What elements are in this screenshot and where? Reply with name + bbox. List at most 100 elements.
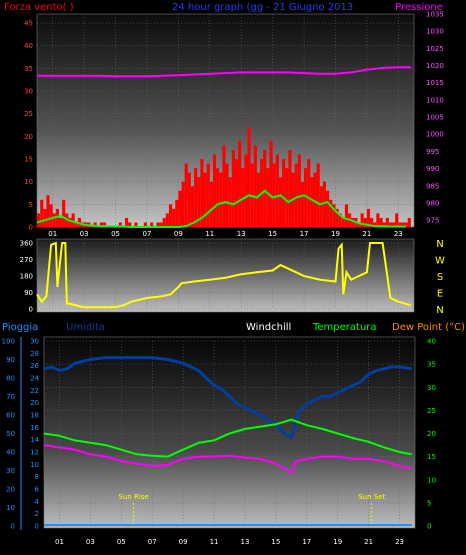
humidity-y-tick: 24 (30, 375, 39, 383)
wind-gust-bar (307, 159, 311, 227)
compass-label: N (436, 239, 443, 250)
wind-gust-bar (363, 217, 367, 227)
wind-gust-bar (319, 186, 323, 227)
chart-title: 24 hour graph (gg - 21 Giugno 2013 (172, 2, 353, 13)
wind-gust-bar (40, 199, 44, 227)
pressure-y-tick: 980 (426, 199, 439, 207)
humidity-y-tick: 2 (35, 510, 39, 518)
wind-gust-bar (172, 208, 176, 227)
wind-gust-bar (156, 222, 160, 227)
wind-gust-bar (275, 154, 279, 227)
wind-gust-bar (143, 222, 147, 227)
legend-umidita: Umidita (66, 322, 105, 333)
temp-time-x-tick: 15 (271, 538, 280, 546)
sun-marker-label: Sun Rise (119, 493, 149, 501)
humidity-y-tick: 4 (35, 498, 40, 506)
wind-average-line (36, 189, 407, 228)
wind-y-tick: 0 (29, 224, 33, 232)
direction-y-tick: 360 (20, 240, 33, 248)
rain-y-tick: 0 (11, 523, 15, 531)
rain-y-tick: 100 (2, 338, 15, 346)
pressure-axis-label: Pressione (395, 2, 443, 13)
wind-gust-bar (102, 222, 107, 227)
humidity-y-tick: 20 (30, 399, 39, 407)
wind-y-tick: 10 (24, 178, 33, 186)
humidity-y-tick: 22 (30, 387, 39, 395)
compass-label: N (436, 305, 443, 316)
wind-gust-bar (62, 199, 66, 227)
wind-axis-label: Forza vento( ) (4, 2, 74, 13)
temperature-y-tick: 35 (427, 361, 436, 369)
wind-gust-bar (288, 149, 292, 227)
wind-gust-bar (71, 213, 75, 227)
wind-gust-bar (335, 208, 339, 227)
wind-gust-bar (134, 222, 138, 227)
pressure-y-tick: 1025 (426, 45, 444, 53)
wind-gust-bar (357, 222, 361, 227)
wind-gust-bar (294, 163, 298, 227)
wind-gust-bar (316, 163, 320, 227)
pressure-y-tick: 990 (426, 165, 439, 173)
wind-gust-bar (212, 154, 217, 227)
wind-gust-bar (401, 222, 405, 227)
humidity-y-tick: 28 (30, 350, 39, 358)
temperature-y-tick: 40 (427, 338, 436, 346)
wind-gust-bar (225, 163, 229, 227)
humidity-y-tick: 0 (35, 523, 39, 531)
wind-gust-bar (266, 168, 270, 227)
rain-y-tick: 90 (6, 356, 15, 364)
time-x-tick: 01 (48, 230, 57, 238)
compass-label: S (437, 272, 443, 283)
compass-label: W (435, 256, 445, 267)
temp-time-x-tick: 13 (240, 538, 249, 546)
wind-gust-bar (168, 204, 173, 227)
wind-gust-bar (322, 181, 327, 227)
wind-gust-bar (392, 222, 396, 227)
compass-label: E (437, 289, 443, 300)
rain-y-tick: 70 (6, 393, 15, 401)
wind-gust-bar (373, 222, 377, 227)
humidity-y-tick: 8 (35, 473, 39, 481)
wind-gust-bar (385, 217, 389, 227)
time-x-tick: 05 (111, 230, 120, 238)
pressure-line (37, 66, 411, 78)
wind-gust-bar (165, 213, 169, 227)
pressure-y-tick: 1015 (426, 79, 444, 87)
wind-gust-bar (366, 208, 371, 227)
rain-y-tick: 10 (6, 504, 15, 512)
time-x-tick: 21 (362, 230, 371, 238)
wind-gust-bar (395, 213, 399, 227)
wind-gust-bar (203, 172, 207, 227)
temperature-y-tick: 30 (427, 384, 436, 392)
pressure-y-tick: 1010 (426, 96, 444, 104)
wind-gust-bar (206, 163, 210, 227)
temperature-y-tick: 15 (427, 453, 436, 461)
humidity-y-tick: 6 (35, 486, 40, 494)
wind-gust-bar (181, 181, 185, 227)
wind-gust-bar (238, 140, 242, 227)
wind-y-tick: 20 (24, 133, 33, 141)
humidity-y-tick: 30 (30, 338, 39, 346)
pressure-y-tick: 1000 (426, 131, 444, 139)
temp-time-x-tick: 05 (117, 538, 126, 546)
wind-y-tick: 25 (24, 110, 33, 118)
humidity-y-tick: 12 (30, 449, 39, 457)
wind-gust-bar (187, 172, 191, 227)
pressure-y-tick: 995 (426, 148, 439, 156)
wind-gust-bar (234, 159, 239, 227)
time-x-tick: 09 (174, 230, 183, 238)
rain-y-tick: 20 (6, 486, 15, 494)
humidity-y-tick: 16 (30, 424, 39, 432)
wind-gust-bar (209, 181, 213, 227)
wind-gust-bar (269, 140, 273, 227)
wind-direction-line (36, 241, 412, 309)
time-x-tick: 07 (142, 230, 151, 238)
wind-gust-bar (253, 145, 257, 227)
temperature-y-tick: 10 (427, 476, 436, 484)
wind-gust-bar (222, 145, 226, 227)
wind-gust-bar (297, 154, 301, 227)
rain-y-tick: 50 (6, 430, 15, 438)
temp-time-x-tick: 07 (148, 538, 157, 546)
wind-gust-bar (216, 168, 220, 227)
